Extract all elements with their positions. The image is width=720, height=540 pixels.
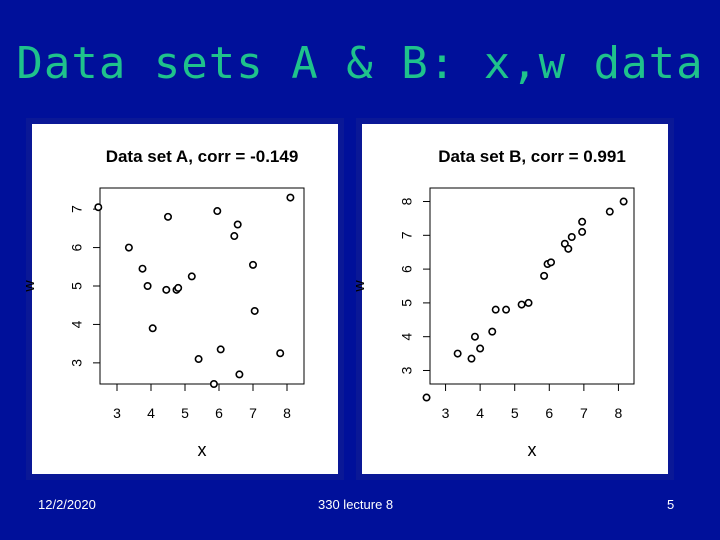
x-tick-label: 8	[283, 405, 291, 421]
data-point	[94, 203, 103, 212]
data-point	[524, 298, 533, 307]
chart-title: Data set B, corr = 0.991	[438, 147, 626, 166]
plot-background	[362, 124, 668, 474]
footer-date: 12/2/2020	[38, 497, 96, 512]
data-point	[547, 258, 556, 267]
x-tick-label: 7	[580, 405, 588, 421]
x-tick-label: 7	[249, 405, 257, 421]
x-tick-label: 3	[442, 405, 450, 421]
data-point	[540, 271, 549, 280]
data-point	[564, 244, 573, 253]
data-point	[578, 217, 587, 226]
data-point	[249, 260, 258, 269]
y-axis-label: w	[356, 280, 368, 293]
x-tick-label: 3	[113, 405, 121, 421]
footer-lecture: 330 lecture 8	[318, 497, 394, 512]
data-point	[476, 344, 485, 353]
x-tick-label: 5	[511, 405, 519, 421]
scatter-plot-a: Data set A, corr = -0.149 3 4 5 6 7 8 3 4 5 6 7 x w	[26, 118, 344, 480]
data-point	[470, 332, 479, 341]
y-tick-label: 7	[399, 231, 415, 239]
scatter-plot-b-svg: Data set B, corr = 0.991 3 4 5 6 7 8 3 4 5 6 7 8 x w	[356, 124, 668, 474]
x-axis-label: x	[528, 440, 537, 460]
data-point	[422, 393, 431, 402]
data-point	[164, 212, 173, 221]
x-tick-label: 6	[215, 405, 223, 421]
x-tick-label: 8	[615, 405, 623, 421]
y-tick-label: 5	[399, 299, 415, 307]
data-point	[187, 272, 196, 281]
data-point	[619, 197, 628, 206]
data-point	[162, 285, 171, 294]
data-point	[216, 345, 225, 354]
y-tick-label: 8	[399, 197, 415, 205]
data-point	[502, 305, 511, 314]
scatter-plot-a-svg: Data set A, corr = -0.149 3 4 5 6 7 8 3 4 5 6 7 x w	[26, 124, 338, 474]
data-point	[276, 349, 285, 358]
data-point	[517, 300, 526, 309]
data-point	[209, 379, 218, 388]
x-tick-label: 4	[476, 405, 484, 421]
data-point	[286, 193, 295, 202]
footer-page-number: 5	[667, 497, 675, 512]
y-tick-label: 4	[399, 333, 415, 341]
plot-background	[32, 124, 338, 474]
data-point	[230, 232, 239, 241]
x-axis-label: x	[198, 440, 207, 460]
data-point	[491, 305, 500, 314]
y-tick-label: 3	[399, 366, 415, 374]
data-point	[578, 227, 587, 236]
y-tick-label: 6	[69, 243, 85, 251]
data-point	[233, 220, 242, 229]
slide-title: Data sets A & B: x,w data	[16, 38, 704, 89]
data-point	[213, 207, 222, 216]
y-tick-label: 3	[69, 359, 85, 367]
y-tick-label: 7	[69, 205, 85, 213]
data-point	[148, 324, 157, 333]
data-point	[235, 370, 244, 379]
data-point	[194, 355, 203, 364]
data-point	[143, 282, 152, 291]
data-point	[250, 306, 259, 315]
data-point	[124, 243, 133, 252]
data-point	[174, 283, 183, 292]
data-point	[567, 233, 576, 242]
y-tick-label: 5	[69, 282, 85, 290]
y-axis-label: w	[26, 280, 38, 293]
data-point	[453, 349, 462, 358]
chart-title: Data set A, corr = -0.149	[106, 147, 299, 166]
plot-frame	[429, 187, 635, 385]
x-tick-label: 6	[545, 405, 553, 421]
x-tick-label: 4	[147, 405, 155, 421]
data-point	[467, 354, 476, 363]
data-point	[138, 264, 147, 273]
data-point	[605, 207, 614, 216]
y-tick-label: 4	[69, 320, 85, 328]
x-tick-label: 5	[181, 405, 189, 421]
scatter-plot-b: Data set B, corr = 0.991 3 4 5 6 7 8 3 4 5 6 7 8 x w	[356, 118, 674, 480]
data-point	[488, 327, 497, 336]
y-tick-label: 6	[399, 265, 415, 273]
